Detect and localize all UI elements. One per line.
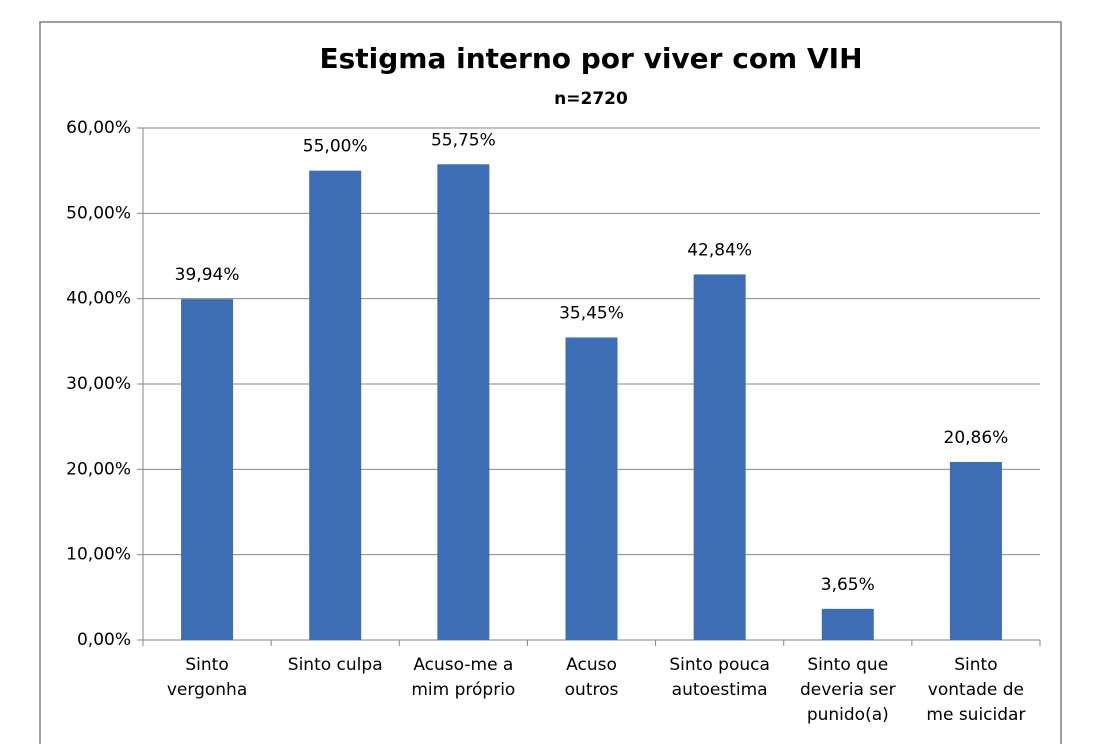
- data-label: 3,65%: [821, 575, 875, 595]
- y-tick-label: 20,00%: [66, 459, 131, 479]
- data-label: 55,75%: [431, 130, 496, 150]
- x-tick-label: Sinto vontade de me suicidar: [926, 655, 1025, 725]
- bar: [949, 461, 1002, 640]
- data-label: 39,94%: [175, 265, 240, 285]
- data-label: 55,00%: [303, 137, 368, 157]
- data-label: 20,86%: [944, 428, 1009, 448]
- chart-title: Estigma interno por viver com VIH: [319, 42, 862, 75]
- data-label: 42,84%: [687, 240, 752, 260]
- x-tick-label: Sinto culpa: [288, 655, 383, 675]
- bar: [565, 337, 618, 640]
- x-tick-label: Acuso-me a mim próprio: [411, 655, 515, 700]
- chart-subtitle: n=2720: [554, 89, 628, 109]
- x-tick-label: Sinto vergonha: [167, 655, 247, 700]
- bar: [309, 170, 362, 640]
- y-tick-label: 60,00%: [66, 118, 131, 138]
- y-tick-label: 40,00%: [66, 289, 131, 309]
- y-tick-label: 10,00%: [66, 545, 131, 565]
- data-label: 35,45%: [559, 303, 624, 323]
- y-tick-label: 50,00%: [66, 203, 131, 223]
- bar: [181, 299, 234, 640]
- bar: [437, 164, 490, 640]
- bar: [821, 608, 874, 640]
- x-tick-label: Sinto pouca autoestima: [669, 655, 770, 700]
- y-tick-label: 0,00%: [77, 630, 131, 650]
- bar: [693, 274, 746, 640]
- y-tick-label: 30,00%: [66, 374, 131, 394]
- x-tick-label: Acuso outros: [565, 655, 619, 700]
- x-tick-label: Sinto que deveria ser punido(a): [800, 655, 896, 725]
